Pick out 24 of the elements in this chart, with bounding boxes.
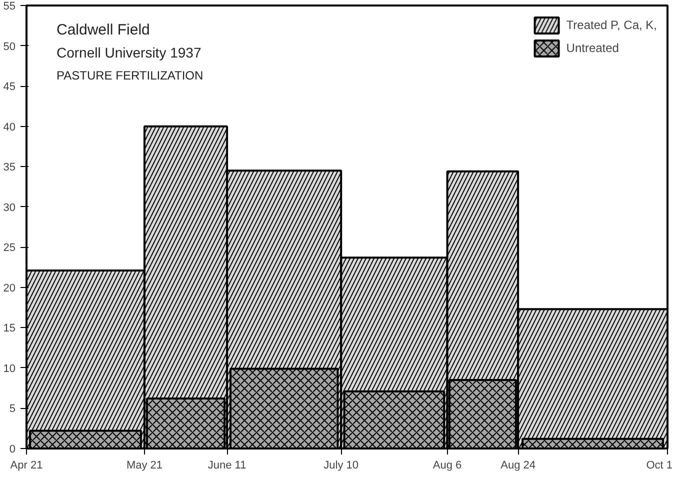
x-tick-label: May 21 (126, 460, 163, 472)
y-tick-label: 5 (9, 403, 16, 416)
x-tick-label: June 11 (208, 460, 246, 472)
text: Caldwell Field (56, 22, 150, 38)
text: Cornell University 1937 (56, 44, 202, 60)
y-tick-label: 15 (3, 322, 16, 335)
y-tick-label: 10 (3, 362, 16, 375)
y-tick-label: 0 (9, 444, 16, 456)
y-tick-label: 55 (3, 0, 16, 12)
y-tick-label: 25 (3, 242, 16, 254)
y-tick-label: 50 (3, 40, 16, 53)
y-tick-label: 45 (3, 81, 16, 94)
y-tick-label: 30 (3, 202, 16, 214)
x-tick-label: Aug 6 (432, 460, 462, 472)
x-tick-label: Oct 1 (646, 460, 673, 472)
legend-label: Untreated (566, 41, 619, 55)
y-tick-label: 40 (3, 121, 16, 134)
y-tick-label: 35 (3, 162, 16, 174)
x-tick-label: Aug 24 (500, 460, 536, 472)
annotation: PASTURE FERTILIZATION (56, 68, 204, 82)
y-tick-label: 20 (3, 282, 16, 294)
x-tick-label: July 10 (324, 460, 359, 472)
legend-label: Treated P, Ca, K, (566, 18, 657, 32)
x-tick-label: Apr 21 (10, 460, 43, 472)
